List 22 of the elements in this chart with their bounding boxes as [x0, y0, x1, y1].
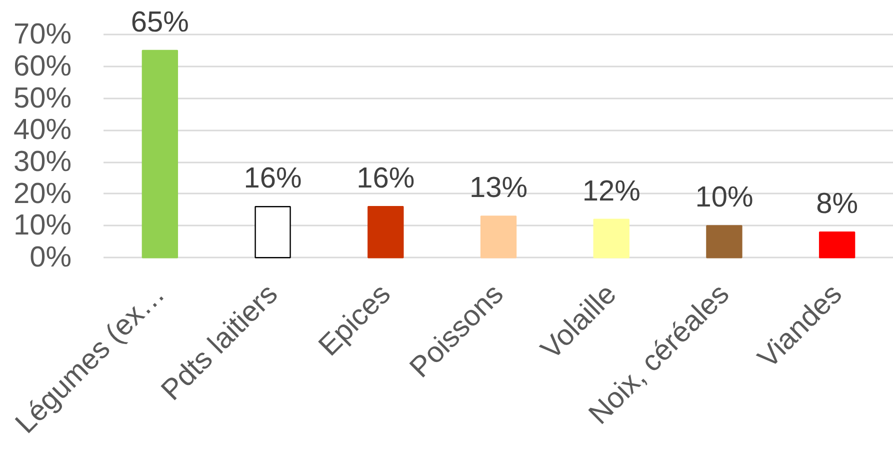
bar	[368, 206, 404, 258]
y-tick-label: 10%	[13, 210, 72, 242]
bar	[254, 206, 291, 258]
data-label: 8%	[816, 188, 858, 220]
data-label: 65%	[130, 6, 189, 38]
y-tick-label: 40%	[13, 114, 72, 146]
y-tick-label: 20%	[13, 178, 72, 210]
bar	[142, 50, 178, 258]
data-label: 12%	[582, 175, 640, 208]
data-label: 16%	[244, 162, 302, 195]
bar	[818, 232, 856, 258]
data-label: 16%	[356, 162, 415, 195]
y-tick-label: 70%	[13, 18, 72, 51]
bar	[706, 225, 742, 258]
data-label: 13%	[469, 172, 528, 204]
y-tick-label: 50%	[13, 82, 72, 114]
y-tick-label: 60%	[13, 50, 72, 82]
data-label: 10%	[695, 182, 754, 214]
bar	[480, 216, 517, 258]
y-tick-label: 0%	[30, 242, 72, 274]
y-tick-label: 30%	[13, 146, 72, 178]
bar	[593, 218, 630, 258]
